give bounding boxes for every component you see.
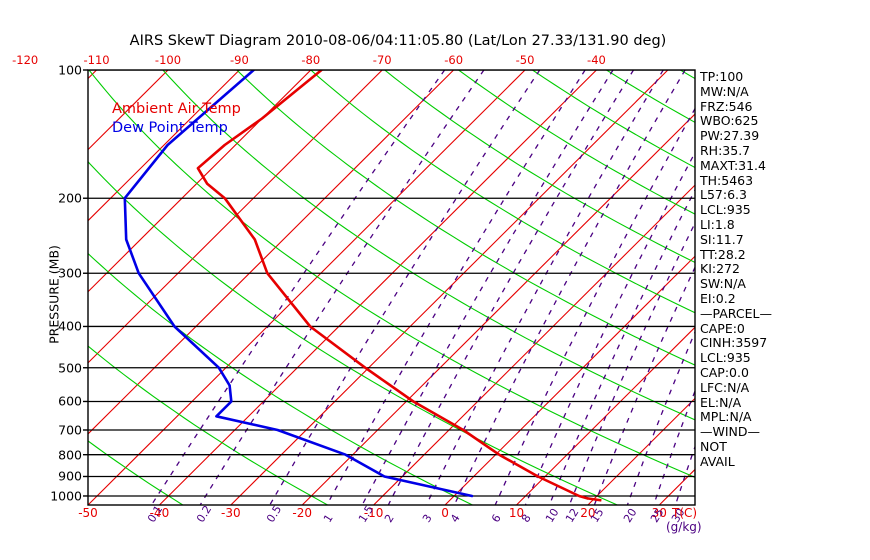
pressure-tick-label: 600 [58,393,82,409]
top-axis-tick-label: -120 [12,53,39,67]
bottom-axis-tick-label: -50 [78,506,98,520]
parameter-item: EL:N/A [700,394,742,410]
parameter-item: FRZ:546 [700,98,753,114]
parameter-item: SW:N/A [700,276,746,292]
bottom-axis-tick-label: 10 [508,506,525,520]
legend-dew-point-temp: Dew Point Temp [112,120,228,136]
pressure-tick-label: 300 [58,265,82,281]
bottom-axis-tick-label: -10 [363,506,384,520]
parameter-item: AVAIL [700,453,735,469]
parameter-item: RH:35.7 [700,142,751,158]
bottom-axis-tick-label: -40 [149,506,170,520]
top-axis-tick-label: -80 [301,53,321,67]
top-axis-tick-label: -70 [372,53,392,67]
top-axis-tick-label: -90 [229,53,249,67]
top-axis-tick-label: -100 [154,53,182,67]
dew-point-temp-curve [123,70,474,498]
x-axis-unit-label: T(C) [672,506,698,520]
parameter-item: SI:11.7 [700,231,744,247]
parameter-item: TH:5463 [700,172,754,188]
page-title: AIRS SkewT Diagram 2010-08-06/04:11:05.8… [129,33,667,49]
bottom-axis-tick-label: 0 [441,506,449,520]
parameter-item: CINH:3597 [700,335,768,351]
parameter-item: CAPE:0 [700,320,745,336]
parameter-item: KI:272 [700,261,740,277]
pressure-tick-label: 400 [58,318,82,334]
pressure-tick-label: 800 [58,447,82,463]
parameter-item: WBO:625 [700,113,759,129]
parameter-list: TP:100 MW:N/A FRZ:546 WBO:625 PW:27.39 RH:35.… [700,69,850,470]
bottom-axis-tick-label: 20 [580,506,596,520]
pressure-tick-label: 700 [58,422,82,438]
parameter-item: —PARCEL— [700,305,772,321]
parameter-item: TP:100 [700,69,744,84]
parameter-item: EI:0.2 [700,290,736,306]
mixing-ratio-unit-label: (g/kg) [666,520,702,534]
parameter-item: MW:N/A [700,83,749,99]
parameter-item: TT:28.2 [700,246,746,262]
pressure-tick-label: 200 [58,190,82,206]
parameter-item: NOT [700,438,727,454]
legend-ambient-air-temp: Ambient Air Temp [112,101,241,117]
pressure-tick-label: 900 [58,468,82,484]
bottom-axis-tick-label: -30 [221,506,241,520]
pressure-tick-label: 500 [58,360,82,376]
ambient-air-temp-curve [196,70,589,500]
parameter-item: LCL:935 [700,350,751,366]
bottom-axis-tick-label: 30 [651,506,667,520]
parameter-item: PW:27.39 [700,128,760,144]
pressure-axis-labels: 100 200 300 400 500 600 700 800 900 1000 [10,0,82,560]
parameter-item: MPL:N/A [700,409,752,425]
parameter-item: LCL:935 [700,202,751,218]
top-axis-tick-label: -110 [83,53,110,67]
top-axis-tick-label: -40 [587,53,606,67]
parameter-item: CAP:0.0 [700,364,749,380]
pressure-tick-label: 1000 [50,488,82,504]
parameter-item: MAXT:31.4 [700,157,766,173]
parameter-item: LI:1.8 [700,216,735,232]
parameter-item: —WIND— [700,424,761,440]
parameter-item: L57:6.3 [700,187,747,203]
top-axis-tick-label: -60 [444,53,464,67]
top-axis-tick-label: -50 [515,53,535,67]
pressure-tick-label: 100 [58,62,82,78]
parameter-item: LFC:N/A [700,379,750,395]
bottom-axis-tick-label: -20 [292,506,313,520]
